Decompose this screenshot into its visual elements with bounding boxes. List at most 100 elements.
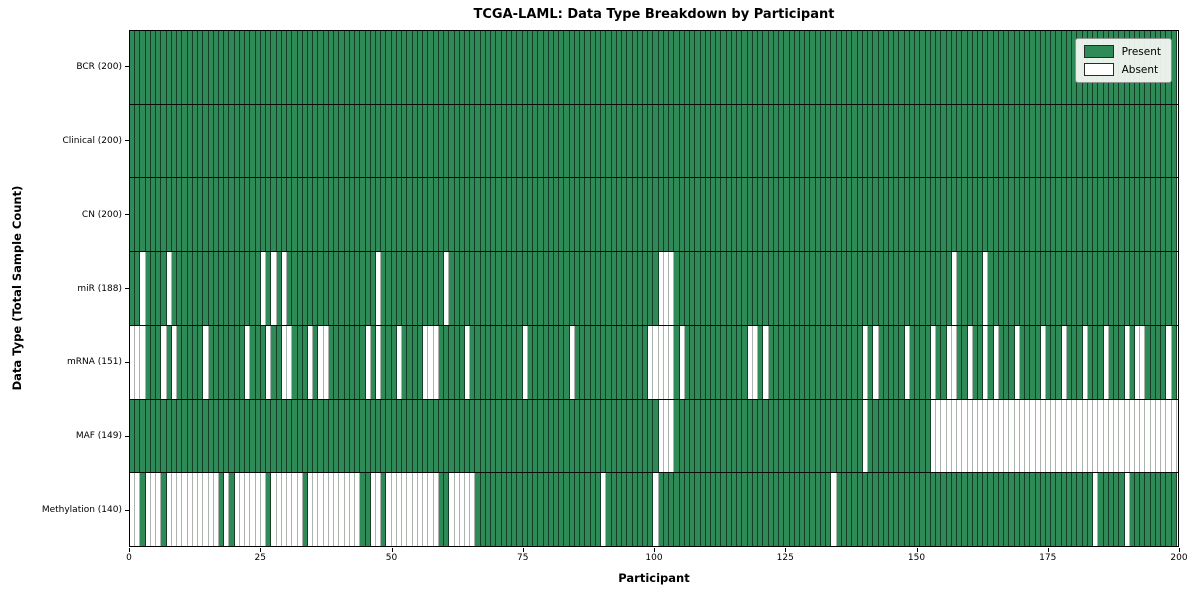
- matrix-cell: [1145, 399, 1151, 473]
- matrix-cell: [888, 399, 895, 473]
- matrix-cell: [281, 104, 288, 178]
- matrix-cell: [496, 178, 502, 252]
- matrix-cell: [281, 399, 288, 473]
- matrix-cell: [564, 31, 570, 104]
- matrix-cell: [360, 104, 366, 178]
- matrix-cell: [909, 399, 916, 473]
- matrix-cell: [899, 178, 905, 252]
- legend: Present Absent: [1074, 38, 1172, 83]
- matrix-cell: [454, 252, 460, 325]
- matrix-cell: [632, 325, 638, 399]
- matrix-cell: [878, 178, 884, 252]
- matrix-cell: [239, 104, 246, 178]
- y-tick-mark: [125, 435, 129, 437]
- matrix-cell: [862, 178, 869, 252]
- matrix-cell: [1150, 473, 1156, 547]
- matrix-cell: [485, 31, 492, 104]
- matrix-cell: [972, 178, 978, 252]
- matrix-cell: [323, 104, 329, 178]
- matrix-cell: [1019, 473, 1026, 547]
- matrix-cell: [386, 252, 392, 325]
- matrix-cell: [679, 399, 685, 473]
- matrix-cell: [972, 399, 978, 473]
- y-tick-mark: [125, 288, 129, 289]
- matrix-cell: [758, 31, 764, 104]
- matrix-cell: [522, 399, 528, 473]
- y-tick-mark: [125, 214, 129, 216]
- matrix-cell: [888, 473, 895, 547]
- matrix-cell: [930, 325, 937, 399]
- matrix-cell: [794, 31, 800, 104]
- matrix-cell: [1150, 325, 1156, 399]
- matrix-cell: [213, 31, 219, 104]
- matrix-cell: [130, 104, 136, 178]
- matrix-cell: [208, 104, 214, 178]
- matrix-cell: [1030, 325, 1036, 399]
- matrix-cell: [1066, 104, 1073, 178]
- matrix-cell: [135, 252, 141, 325]
- matrix-cell: [810, 399, 816, 473]
- matrix-cell: [187, 325, 193, 399]
- matrix-cell: [967, 104, 973, 178]
- matrix-cell: [883, 399, 889, 473]
- matrix-cell: [684, 104, 691, 178]
- matrix-cell: [533, 178, 539, 252]
- matrix-cell: [287, 178, 293, 252]
- matrix-cell: [606, 473, 612, 547]
- matrix-cell: [595, 252, 602, 325]
- matrix-cell: [1145, 325, 1151, 399]
- matrix-cell: [548, 399, 554, 473]
- matrix-cell: [616, 31, 623, 104]
- matrix-cell: [684, 178, 691, 252]
- matrix-cell: [1056, 473, 1062, 547]
- matrix-cell: [789, 178, 795, 252]
- matrix-cell: [936, 399, 942, 473]
- matrix-cell: [517, 31, 523, 104]
- matrix-cell: [679, 252, 685, 325]
- row-mir: [130, 251, 1178, 325]
- matrix-cell: [883, 252, 889, 325]
- matrix-cell: [627, 31, 633, 104]
- matrix-cell: [936, 252, 942, 325]
- matrix-cell: [470, 178, 476, 252]
- matrix-cell: [1014, 252, 1020, 325]
- matrix-cell: [187, 104, 193, 178]
- matrix-cell: [836, 104, 842, 178]
- matrix-cell: [328, 178, 335, 252]
- matrix-cell: [988, 399, 994, 473]
- matrix-cell: [135, 31, 141, 104]
- matrix-cell: [752, 399, 759, 473]
- matrix-cell: [177, 178, 183, 252]
- matrix-cell: [402, 252, 408, 325]
- matrix-cell: [674, 252, 680, 325]
- matrix-cell: [182, 399, 188, 473]
- matrix-cell: [747, 325, 753, 399]
- matrix-cell: [287, 31, 293, 104]
- matrix-cell: [1009, 178, 1015, 252]
- matrix-cell: [140, 399, 146, 473]
- matrix-cell: [365, 31, 371, 104]
- matrix-cell: [768, 31, 774, 104]
- matrix-cell: [376, 104, 382, 178]
- matrix-cell: [1030, 252, 1036, 325]
- matrix-cell: [632, 252, 638, 325]
- matrix-cell: [789, 104, 795, 178]
- matrix-cell: [1077, 104, 1083, 178]
- matrix-cell: [888, 104, 895, 178]
- matrix-cell: [836, 31, 842, 104]
- matrix-cell: [993, 473, 999, 547]
- matrix-cell: [245, 473, 251, 547]
- matrix-cell: [883, 473, 889, 547]
- matrix-cell: [888, 252, 895, 325]
- matrix-cell: [1155, 399, 1162, 473]
- matrix-cell: [1051, 31, 1057, 104]
- matrix-cell: [1025, 178, 1031, 252]
- matrix-cell: [360, 399, 366, 473]
- matrix-cell: [977, 252, 984, 325]
- matrix-cell: [428, 31, 434, 104]
- matrix-cell: [370, 178, 377, 252]
- matrix-cell: [396, 252, 403, 325]
- matrix-cell: [962, 399, 968, 473]
- matrix-cell: [873, 325, 879, 399]
- matrix-cell: [203, 399, 209, 473]
